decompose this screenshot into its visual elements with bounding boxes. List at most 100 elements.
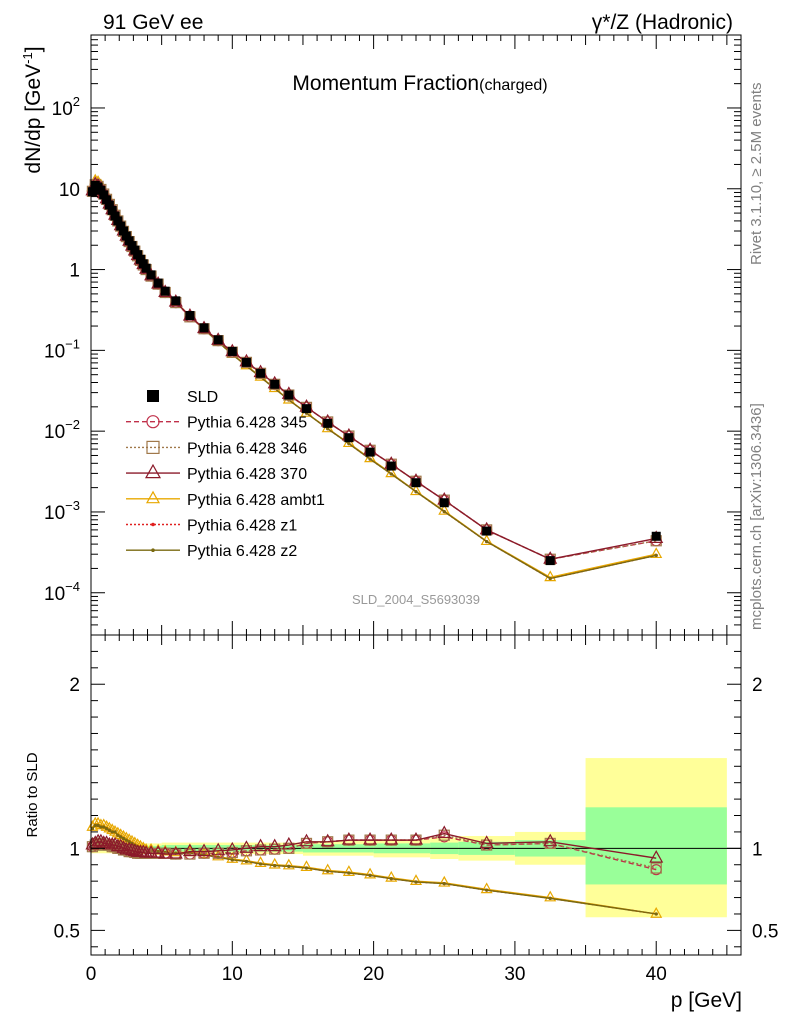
legend-item-ambt1: Pythia 6.428 ambt1 (126, 490, 325, 509)
mcplots-label: mcplots.cern.ch [arXiv:1306.3436] (748, 403, 765, 630)
ratio-point-z2 (548, 896, 552, 900)
ratio-point-z2 (90, 827, 95, 831)
x-tick-label: 0 (86, 964, 97, 985)
ratio-point-z2 (110, 830, 114, 834)
ratio-point-s370 (158, 845, 173, 859)
main-point-s346 (240, 356, 253, 368)
ratio-point-s370 (437, 825, 452, 839)
ratio-point-z2 (93, 823, 97, 827)
main-point-data (119, 226, 128, 236)
x-tick-label: 20 (363, 964, 384, 985)
ratio-point-s370 (182, 843, 197, 857)
legend-item-s345: Pythia 6.428 345 (126, 415, 307, 432)
ratio-point-s370 (253, 838, 268, 852)
ratio-point-s370 (384, 831, 399, 845)
main-point-data (116, 221, 126, 231)
main-point-s346 (254, 367, 267, 379)
main-y-tick-label: 10−3 (44, 498, 80, 524)
ratio-point-z2 (156, 850, 160, 854)
main-y-tick-label: 10−4 (44, 579, 80, 605)
ratio-point-ambt1 (321, 863, 334, 875)
main-point-data (99, 190, 109, 200)
legend-item-s346: Pythia 6.428 346 (126, 440, 307, 457)
main-point-data (344, 433, 354, 443)
main-chart-title-text: Momentum Fraction (292, 72, 479, 95)
legend-marker-z2 (151, 548, 155, 552)
ratio-point-s370 (267, 838, 282, 852)
ratio-point-s370 (363, 831, 378, 845)
main-point-data (146, 270, 156, 280)
x-tick-label: 30 (504, 964, 525, 985)
ratio-point-z2 (273, 863, 277, 868)
main-chart-title-suffix: (charged) (479, 77, 547, 94)
main-point-data (141, 263, 151, 273)
x-axis-label: p [GeV] (671, 989, 742, 1012)
ratio-point-ambt1 (254, 856, 267, 867)
main-point-data (545, 556, 555, 566)
ratio-point-z2 (116, 833, 120, 837)
main-y-tick-label: 10−2 (44, 417, 80, 443)
ratio-point-s370 (408, 831, 424, 845)
main-point-z2 (389, 472, 393, 476)
ratio-point-s370 (88, 835, 103, 848)
ratio-point-s370 (341, 831, 356, 845)
main-chart-title: Momentum Fraction(charged) (292, 72, 547, 95)
ratio-point-s346 (650, 862, 662, 874)
ratio-point-s370 (320, 833, 335, 847)
main-series-data (87, 180, 661, 566)
ratio-point-ambt1 (300, 860, 313, 872)
ratio-point-z2 (230, 858, 234, 862)
ratio-y-tick-label-right: 2 (752, 675, 763, 696)
ratio-point-ambt1 (480, 882, 493, 894)
main-point-data (270, 379, 280, 389)
ratio-point-s370 (151, 845, 166, 858)
main-point-data (113, 216, 123, 226)
ratio-point-z2 (368, 873, 372, 878)
ratio-point-ambt1 (342, 865, 355, 876)
main-point-data (365, 447, 375, 457)
main-point-data (323, 418, 333, 428)
main-point-data (227, 346, 237, 356)
main-y-tick-label: 102 (52, 94, 80, 120)
ratio-point-z2 (96, 823, 100, 827)
ratio-point-ambt1 (438, 875, 451, 887)
main-point-data (241, 357, 251, 367)
ratio-point-z2 (347, 871, 351, 875)
main-point-data (124, 236, 134, 246)
legend-marker-s370 (144, 463, 162, 479)
main-y-axis-label: dN/dp [GeV-1] (20, 46, 45, 173)
ratio-point-s370 (649, 850, 664, 863)
main-point-data (110, 211, 120, 221)
ratio-point-z2 (304, 866, 309, 870)
ratio-point-s370 (281, 836, 296, 850)
legend-label-s346: Pythia 6.428 346 (187, 440, 307, 457)
legend-label-data: SLD (187, 389, 218, 406)
ratio-point-z2 (414, 880, 418, 884)
ratio-point-s370 (136, 844, 151, 857)
legend: SLD Pythia 6.428 345 Pythia 6.428 346 Pythi… (126, 389, 325, 560)
ratio-y-tick-label-right: 0.5 (752, 921, 778, 942)
main-point-data (121, 231, 131, 241)
main-point-data (411, 478, 421, 488)
ratio-point-s370 (144, 845, 159, 858)
main-y-axis-label-sup: -1 (20, 52, 35, 64)
ratio-point-z2 (113, 830, 117, 834)
legend-item-s370: Pythia 6.428 370 (126, 463, 307, 483)
legend-label-ambt1: Pythia 6.428 ambt1 (187, 492, 325, 509)
ratio-series-s370 (85, 825, 664, 863)
main-y-tick-label: 10−1 (44, 336, 80, 362)
ratio-y-tick-label-left: 1 (69, 839, 80, 860)
ratio-point-z2 (442, 882, 446, 886)
main-point-z2 (326, 427, 330, 431)
main-point-data (104, 200, 114, 210)
header-right-label: γ*/Z (Hadronic) (592, 11, 733, 34)
ratio-point-z2 (654, 912, 658, 916)
main-point-data (439, 498, 449, 508)
ratio-point-ambt1 (364, 867, 377, 879)
ratio-point-z2 (99, 825, 103, 829)
main-point-data (127, 241, 137, 251)
ratio-point-z2 (107, 828, 111, 832)
ratio-panel: 0.5 0.51 12 20 10 20 30 40 Ratio to SLD p [GeV] (24, 634, 778, 1012)
ratio-point-z2 (326, 869, 330, 873)
